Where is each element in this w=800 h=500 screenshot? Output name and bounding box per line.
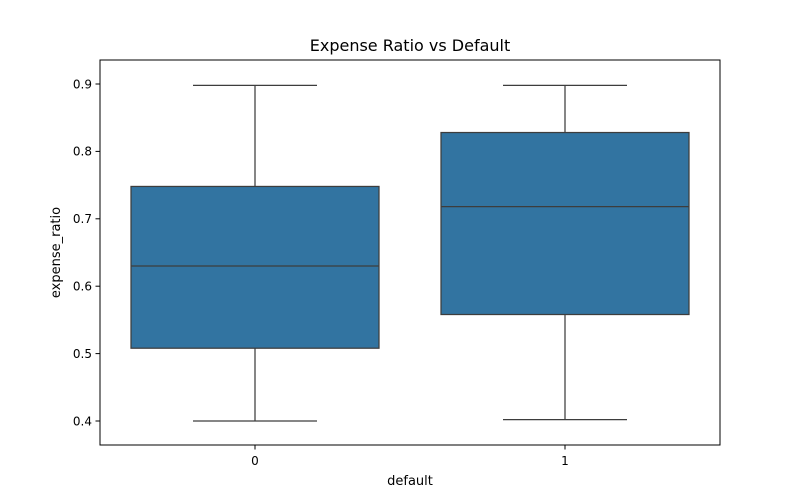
- box-group-0: [130, 84, 380, 422]
- y-axis: 0.4 0.5 0.6 0.7 0.8 0.9: [73, 77, 100, 428]
- box-group-1: [440, 84, 690, 421]
- y-axis-label: expense_ratio: [49, 207, 64, 298]
- y-tick-label: 0.9: [73, 77, 92, 91]
- chart-title: Expense Ratio vs Default: [310, 36, 511, 55]
- x-tick-label: 1: [561, 454, 569, 468]
- x-tick-label: 0: [251, 454, 259, 468]
- box: [440, 131, 690, 316]
- y-tick-label: 0.5: [73, 347, 92, 361]
- y-tick-label: 0.8: [73, 145, 92, 159]
- y-tick-label: 0.6: [73, 280, 92, 294]
- y-tick-label: 0.7: [73, 212, 92, 226]
- plot-area: [130, 84, 690, 422]
- x-axis-label: default: [387, 474, 433, 489]
- y-tick-label: 0.4: [73, 414, 92, 428]
- box: [130, 185, 380, 349]
- plot-frame: [99, 59, 721, 446]
